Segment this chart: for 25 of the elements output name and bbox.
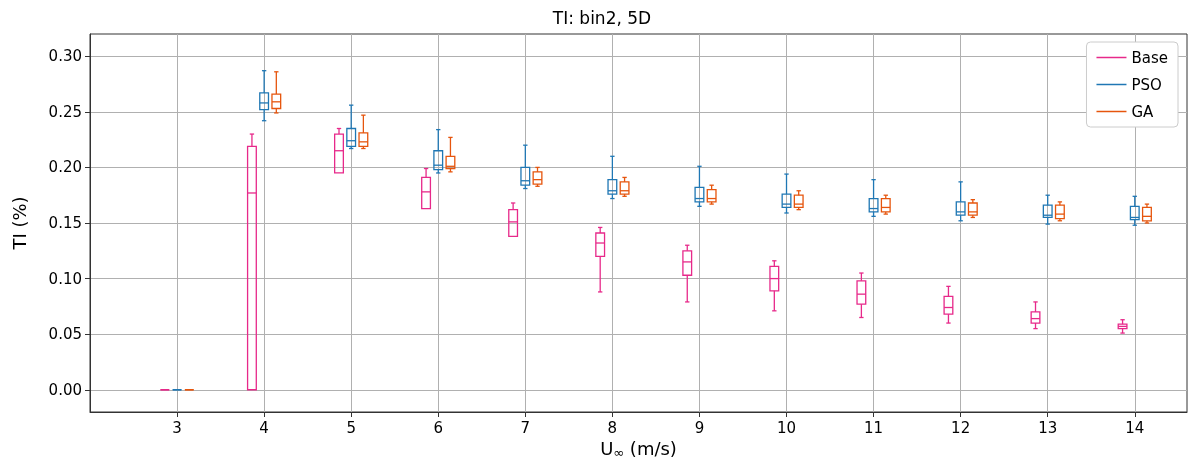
y-tick-label: 0.20 xyxy=(48,158,82,177)
legend-label: Base xyxy=(1131,48,1169,67)
legend-label: GA xyxy=(1131,102,1155,121)
x-tick-label: 3 xyxy=(172,418,182,437)
x-tick-label: 4 xyxy=(259,418,269,437)
x-tick-label: 14 xyxy=(1125,418,1145,437)
y-tick-label: 0.30 xyxy=(48,47,82,66)
x-tick-label: 7 xyxy=(520,418,531,437)
chart-title: TI: bin2, 5D xyxy=(551,7,652,28)
x-tick-label: 5 xyxy=(346,418,356,437)
x-tick-label: 10 xyxy=(776,418,797,437)
x-tick-label: 12 xyxy=(951,418,971,437)
x-tick-label: 8 xyxy=(607,418,618,437)
x-tick-label: 9 xyxy=(694,418,705,437)
y-tick-label: 0.10 xyxy=(48,269,82,288)
legend-label: PSO xyxy=(1131,75,1162,94)
x-tick-label: 6 xyxy=(433,418,444,437)
y-tick-label: 0.05 xyxy=(48,325,82,344)
y-tick-label: 0.15 xyxy=(48,214,82,232)
x-tick-label: 11 xyxy=(864,418,884,437)
y-tick-label: 0.00 xyxy=(48,380,82,399)
x-tick-label: 13 xyxy=(1038,418,1058,437)
x-axis-title: U∞ (m/s) xyxy=(600,438,677,461)
y-tick-label: 0.25 xyxy=(48,102,82,121)
y-axis-title: TI (%) xyxy=(8,196,30,251)
